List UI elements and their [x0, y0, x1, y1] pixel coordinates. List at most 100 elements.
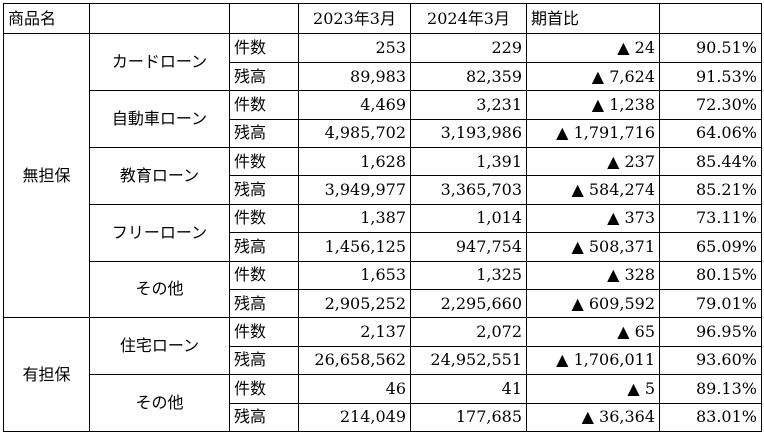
table-row: 残高 2,905,252 2,295,660 ▲ 609,592 79.01% — [4, 288, 762, 319]
metric-cell[interactable]: 件数 — [229, 146, 299, 177]
value-2024-cell[interactable]: 1,391 — [410, 146, 527, 177]
change-cell[interactable]: ▲ 373 — [526, 203, 660, 234]
table-row: 残高 26,658,562 24,952,551 ▲ 1,706,011 93.60% — [4, 345, 762, 376]
ratio-cell[interactable]: 79.01% — [659, 288, 762, 319]
metric-cell[interactable]: 残高 — [229, 232, 299, 262]
ratio-cell[interactable]: 89.13% — [659, 374, 762, 404]
value-2023-cell[interactable]: 46 — [298, 374, 411, 404]
value-2024-cell[interactable]: 3,231 — [410, 90, 527, 120]
loan-comparison-table: 商品名 2023年3月 2024年3月 期首比 無担保 カードローン 件数 253 22… — [3, 2, 762, 432]
ratio-cell[interactable]: 64.06% — [659, 118, 762, 148]
value-2023-cell[interactable]: 214,049 — [298, 402, 411, 432]
value-2023-cell[interactable]: 3,949,977 — [298, 175, 411, 205]
metric-cell[interactable]: 残高 — [229, 175, 299, 205]
value-2023-cell[interactable]: 1,387 — [298, 203, 411, 234]
metric-cell[interactable]: 残高 — [229, 345, 299, 376]
value-2023-cell[interactable]: 1,456,125 — [298, 232, 411, 262]
metric-cell[interactable]: 件数 — [229, 33, 299, 63]
change-cell[interactable]: ▲ 1,791,716 — [526, 118, 660, 148]
header-row: 商品名 2023年3月 2024年3月 期首比 — [3, 2, 762, 35]
value-2023-cell[interactable]: 2,905,252 — [298, 288, 411, 319]
metric-cell[interactable]: 件数 — [229, 90, 299, 120]
header-blank-product[interactable] — [89, 2, 230, 35]
table-row: 残高 89,983 82,359 ▲ 7,624 91.53% — [4, 61, 762, 92]
metric-cell[interactable]: 残高 — [229, 402, 299, 432]
ratio-cell[interactable]: 90.51% — [659, 33, 762, 63]
product-name-cell[interactable]: カードローン — [89, 33, 230, 92]
table-row: フリーローン 件数 1,387 1,014 ▲ 373 73.11% — [4, 203, 762, 262]
change-cell[interactable]: ▲ 7,624 — [526, 61, 660, 92]
value-2024-cell[interactable]: 2,072 — [410, 317, 527, 347]
value-2024-cell[interactable]: 177,685 — [410, 402, 527, 432]
change-cell[interactable]: ▲ 1,706,011 — [526, 345, 660, 376]
ratio-cell[interactable]: 85.21% — [659, 175, 762, 205]
header-2023[interactable]: 2023年3月 — [298, 2, 411, 35]
ratio-cell[interactable]: 96.95% — [659, 317, 762, 347]
table-row: 有担保 住宅ローン 件数 2,137 2,072 ▲ 65 96.95% — [3, 317, 762, 432]
value-2024-cell[interactable]: 1,325 — [410, 260, 527, 290]
change-cell[interactable]: ▲ 1,238 — [526, 90, 660, 120]
ratio-cell[interactable]: 72.30% — [659, 90, 762, 120]
table-row: その他 件数 1,653 1,325 ▲ 328 80.15% — [4, 260, 762, 319]
product-name-cell[interactable]: フリーローン — [89, 203, 230, 262]
change-cell[interactable]: ▲ 328 — [526, 260, 660, 290]
header-blank-metric[interactable] — [229, 2, 299, 35]
header-yoy[interactable]: 期首比 — [526, 2, 660, 35]
product-name-cell[interactable]: 教育ローン — [89, 146, 230, 205]
value-2023-cell[interactable]: 1,628 — [298, 146, 411, 177]
table-body: 商品名 2023年3月 2024年3月 期首比 無担保 カードローン 件数 253 22… — [3, 2, 762, 432]
metric-cell[interactable]: 残高 — [229, 288, 299, 319]
value-2023-cell[interactable]: 26,658,562 — [298, 345, 411, 376]
change-cell[interactable]: ▲ 609,592 — [526, 288, 660, 319]
table-row: 無担保 カードローン 件数 253 229 ▲ 24 90.51% — [3, 33, 762, 319]
value-2024-cell[interactable]: 41 — [410, 374, 527, 404]
product-name-cell[interactable]: 自動車ローン — [89, 90, 230, 148]
ratio-cell[interactable]: 65.09% — [659, 232, 762, 262]
category-cell[interactable]: 有担保 — [3, 317, 90, 432]
table-row: その他 件数 46 41 ▲ 5 89.13% — [4, 374, 762, 432]
value-2024-cell[interactable]: 3,365,703 — [410, 175, 527, 205]
header-2024[interactable]: 2024年3月 — [410, 2, 527, 35]
metric-cell[interactable]: 件数 — [229, 203, 299, 234]
value-2023-cell[interactable]: 4,469 — [298, 90, 411, 120]
change-cell[interactable]: ▲ 5 — [526, 374, 660, 404]
value-2023-cell[interactable]: 253 — [298, 33, 411, 63]
change-cell[interactable]: ▲ 36,364 — [526, 402, 660, 432]
product-name-cell[interactable]: その他 — [89, 374, 230, 432]
value-2023-cell[interactable]: 1,653 — [298, 260, 411, 290]
change-cell[interactable]: ▲ 65 — [526, 317, 660, 347]
value-2023-cell[interactable]: 4,985,702 — [298, 118, 411, 148]
change-cell[interactable]: ▲ 237 — [526, 146, 660, 177]
value-2024-cell[interactable]: 947,754 — [410, 232, 527, 262]
header-blank-ratio[interactable] — [659, 2, 762, 35]
change-cell[interactable]: ▲ 584,274 — [526, 175, 660, 205]
value-2024-cell[interactable]: 24,952,551 — [410, 345, 527, 376]
ratio-cell[interactable]: 85.44% — [659, 146, 762, 177]
header-product-name[interactable]: 商品名 — [3, 2, 90, 35]
value-2024-cell[interactable]: 82,359 — [410, 61, 527, 92]
ratio-cell[interactable]: 93.60% — [659, 345, 762, 376]
change-cell[interactable]: ▲ 24 — [526, 33, 660, 63]
metric-cell[interactable]: 残高 — [229, 118, 299, 148]
value-2024-cell[interactable]: 1,014 — [410, 203, 527, 234]
product-name-cell[interactable]: 住宅ローン — [89, 317, 230, 376]
ratio-cell[interactable]: 83.01% — [659, 402, 762, 432]
product-name-cell[interactable]: その他 — [89, 260, 230, 319]
metric-cell[interactable]: 件数 — [229, 260, 299, 290]
category-cell[interactable]: 無担保 — [3, 33, 90, 319]
ratio-cell[interactable]: 73.11% — [659, 203, 762, 234]
table-row: 自動車ローン 件数 4,469 3,231 ▲ 1,238 72.30% — [4, 90, 762, 148]
metric-cell[interactable]: 件数 — [229, 374, 299, 404]
metric-cell[interactable]: 残高 — [229, 61, 299, 92]
table-row: 残高 3,949,977 3,365,703 ▲ 584,274 85.21% — [4, 175, 762, 205]
value-2024-cell[interactable]: 3,193,986 — [410, 118, 527, 148]
value-2024-cell[interactable]: 2,295,660 — [410, 288, 527, 319]
table-row: 残高 214,049 177,685 ▲ 36,364 83.01% — [4, 402, 762, 432]
change-cell[interactable]: ▲ 508,371 — [526, 232, 660, 262]
ratio-cell[interactable]: 80.15% — [659, 260, 762, 290]
value-2023-cell[interactable]: 2,137 — [298, 317, 411, 347]
metric-cell[interactable]: 件数 — [229, 317, 299, 347]
ratio-cell[interactable]: 91.53% — [659, 61, 762, 92]
value-2024-cell[interactable]: 229 — [410, 33, 527, 63]
value-2023-cell[interactable]: 89,983 — [298, 61, 411, 92]
